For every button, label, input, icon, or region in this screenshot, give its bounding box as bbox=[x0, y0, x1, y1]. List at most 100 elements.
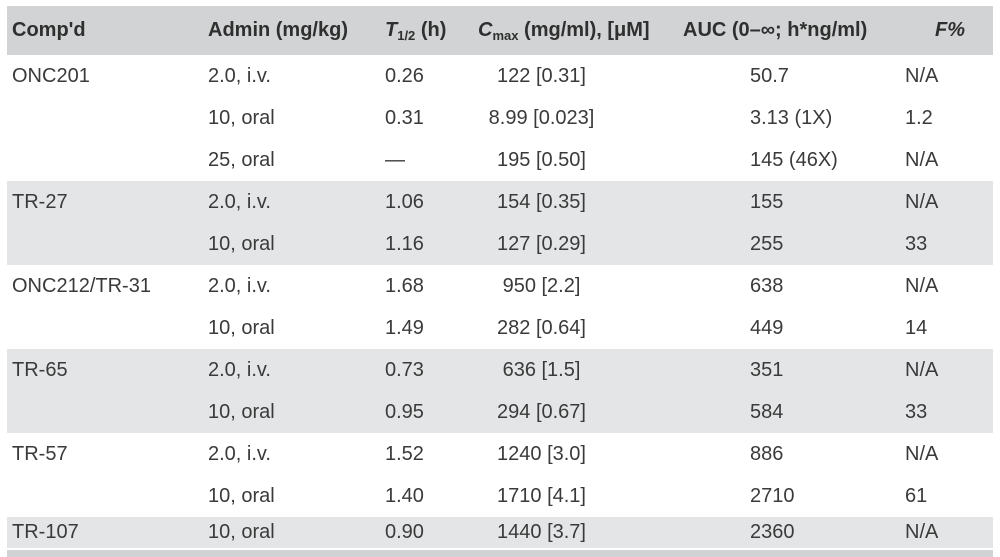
cell-cmax: 282 [0.64] bbox=[497, 316, 586, 339]
f-percent-label: F% bbox=[935, 19, 965, 41]
cell-f-percent: N/A bbox=[905, 442, 939, 465]
cell-admin: 2.0, i.v. bbox=[208, 358, 271, 381]
cell-compound: ONC212/TR-31 bbox=[12, 274, 151, 297]
cell-compound: TR-57 bbox=[12, 442, 68, 465]
cell-auc: 886 bbox=[750, 442, 784, 465]
header-cmax: Cmax (mg/ml), [μM] bbox=[475, 6, 666, 55]
cell-f-percent: N/A bbox=[905, 64, 939, 87]
header-admin: Admin (mg/kg) bbox=[208, 19, 348, 41]
table-header-row: Comp'd Admin (mg/kg) T1/2 (h) Cmax (mg/m… bbox=[7, 6, 993, 55]
t-half-subscript: 1/2 bbox=[397, 28, 416, 43]
cell-admin: 10, oral bbox=[208, 316, 275, 339]
cell-auc: 2360 bbox=[750, 521, 795, 543]
table-row: 10, oral 1.40 1710 [4.1] 2710 61 bbox=[7, 475, 993, 517]
cell-admin: 25, oral bbox=[208, 148, 275, 171]
table-row: ONC201 2.0, i.v. 0.26 122 [0.31] 50.7 N/… bbox=[7, 55, 993, 97]
cell-f-percent: 33 bbox=[905, 400, 928, 423]
cell-compound: TR-65 bbox=[12, 358, 68, 381]
cell-cmax: 294 [0.67] bbox=[497, 400, 586, 423]
cell-admin: 10, oral bbox=[208, 106, 275, 129]
cell-f-percent: 1.2 bbox=[905, 106, 933, 129]
table-row: TR-57 2.0, i.v. 1.52 1240 [3.0] 886 N/A bbox=[7, 433, 993, 475]
cell-f-percent: N/A bbox=[905, 190, 939, 213]
cell-t-half: 0.95 bbox=[385, 400, 424, 423]
next-row-cutoff-band bbox=[7, 550, 993, 557]
cell-compound: ONC201 bbox=[12, 64, 90, 87]
cell-auc: 449 bbox=[750, 316, 784, 339]
table-row: TR-65 2.0, i.v. 0.73 636 [1.5] 351 N/A bbox=[7, 349, 993, 391]
pharmacokinetics-table: Comp'd Admin (mg/kg) T1/2 (h) Cmax (mg/m… bbox=[7, 6, 993, 548]
table-row: TR-27 2.0, i.v. 1.06 154 [0.35] 155 N/A bbox=[7, 181, 993, 223]
cell-cmax: 8.99 [0.023] bbox=[488, 106, 595, 129]
cell-t-half: 0.90 bbox=[385, 521, 424, 543]
cell-t-half: 1.16 bbox=[385, 232, 424, 255]
cell-auc: 145 (46X) bbox=[750, 148, 838, 171]
cell-admin: 2.0, i.v. bbox=[208, 442, 271, 465]
cell-compound bbox=[7, 307, 205, 349]
table-row: 10, oral 0.95 294 [0.67] 584 33 bbox=[7, 391, 993, 433]
cell-t-half: 0.26 bbox=[385, 64, 424, 87]
cell-auc: 351 bbox=[750, 358, 784, 381]
cell-t-half: 1.49 bbox=[385, 316, 424, 339]
cell-admin: 2.0, i.v. bbox=[208, 190, 271, 213]
cell-auc: 638 bbox=[750, 274, 784, 297]
cell-t-half: 0.73 bbox=[385, 358, 424, 381]
cell-t-half: 1.68 bbox=[385, 274, 424, 297]
cell-f-percent: N/A bbox=[905, 274, 939, 297]
cell-t-half: — bbox=[385, 148, 405, 171]
cmax-subscript: max bbox=[492, 28, 519, 43]
cell-compound bbox=[7, 475, 205, 517]
cell-f-percent: 61 bbox=[905, 484, 928, 507]
cell-compound bbox=[7, 97, 205, 139]
cell-auc: 584 bbox=[750, 400, 784, 423]
table-row: 25, oral — 195 [0.50] 145 (46X) N/A bbox=[7, 139, 993, 181]
cell-admin: 10, oral bbox=[208, 484, 275, 507]
cell-f-percent: N/A bbox=[905, 521, 939, 543]
cell-t-half: 0.31 bbox=[385, 106, 424, 129]
cell-admin: 10, oral bbox=[208, 521, 275, 543]
table-row: ONC212/TR-31 2.0, i.v. 1.68 950 [2.2] 63… bbox=[7, 265, 993, 307]
header-t-half: T1/2 (h) bbox=[382, 6, 475, 55]
cell-admin: 10, oral bbox=[208, 400, 275, 423]
cell-f-percent: 33 bbox=[905, 232, 928, 255]
cell-cmax: 122 [0.31] bbox=[497, 64, 586, 87]
t-half-symbol: T bbox=[385, 19, 398, 41]
cell-t-half: 1.52 bbox=[385, 442, 424, 465]
t-half-units: (h) bbox=[415, 19, 447, 41]
cell-compound bbox=[7, 139, 205, 181]
cell-auc: 255 bbox=[750, 232, 784, 255]
table-row: 10, oral 1.16 127 [0.29] 255 33 bbox=[7, 223, 993, 265]
cell-compound: TR-27 bbox=[12, 190, 68, 213]
cell-cmax: 154 [0.35] bbox=[497, 190, 586, 213]
header-compound: Comp'd bbox=[12, 19, 86, 41]
cell-f-percent: N/A bbox=[905, 358, 939, 381]
cell-f-percent: 14 bbox=[905, 316, 928, 339]
cell-auc: 2710 bbox=[750, 484, 795, 507]
cell-auc: 155 bbox=[750, 190, 784, 213]
cell-compound bbox=[7, 391, 205, 433]
cell-f-percent: N/A bbox=[905, 148, 939, 171]
cell-cmax: 1240 [3.0] bbox=[497, 442, 586, 465]
cell-admin: 2.0, i.v. bbox=[208, 64, 271, 87]
cell-cmax: 950 [2.2] bbox=[502, 274, 581, 297]
table-row: TR-107 10, oral 0.90 1440 [3.7] 2360 N/A bbox=[7, 517, 993, 548]
cell-auc: 50.7 bbox=[750, 64, 789, 87]
cell-cmax: 1440 [3.7] bbox=[497, 521, 586, 543]
cell-cmax: 1710 [4.1] bbox=[497, 484, 586, 507]
header-f-percent: F% bbox=[881, 6, 993, 55]
header-auc: AUC (0–∞; h*ng/ml) bbox=[683, 19, 868, 41]
cell-compound bbox=[7, 223, 205, 265]
cell-t-half: 1.06 bbox=[385, 190, 424, 213]
table-row: 10, oral 1.49 282 [0.64] 449 14 bbox=[7, 307, 993, 349]
cmax-units: (mg/ml), [μM] bbox=[518, 19, 650, 41]
cell-admin: 2.0, i.v. bbox=[208, 274, 271, 297]
cmax-symbol: C bbox=[478, 19, 493, 41]
cell-t-half: 1.40 bbox=[385, 484, 424, 507]
cell-admin: 10, oral bbox=[208, 232, 275, 255]
cell-auc: 3.13 (1X) bbox=[750, 106, 833, 129]
cell-cmax: 636 [1.5] bbox=[502, 358, 581, 381]
cell-cmax: 127 [0.29] bbox=[497, 232, 586, 255]
table-row: 10, oral 0.31 8.99 [0.023] 3.13 (1X) 1.2 bbox=[7, 97, 993, 139]
cell-cmax: 195 [0.50] bbox=[497, 148, 586, 171]
